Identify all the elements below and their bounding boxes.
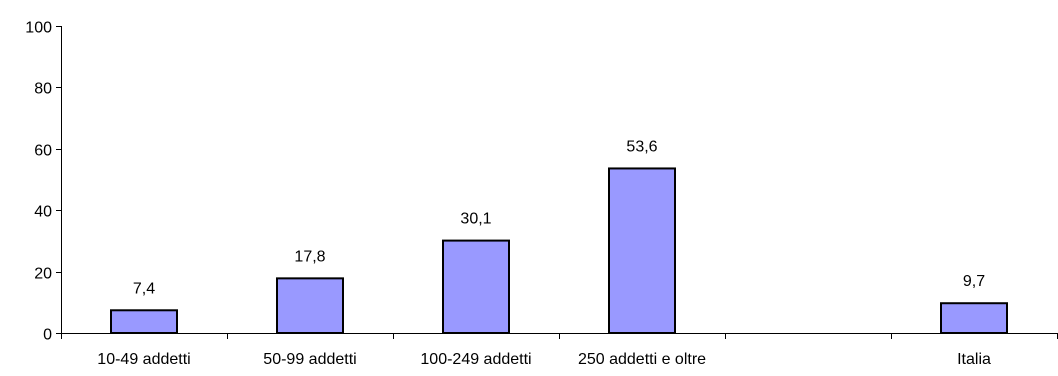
bar-value-label: 30,1 [460, 211, 491, 228]
x-category-label: 250 addetti e oltre [578, 351, 706, 368]
x-category-label: 50-99 addetti [263, 351, 356, 368]
y-axis: 0 20 40 60 80 100 [25, 20, 62, 344]
bars [110, 167, 1008, 335]
bar-value-label: 9,7 [963, 273, 985, 290]
bar-value-label: 7,4 [133, 280, 155, 297]
bar-value-label: 53,6 [626, 138, 657, 155]
y-tick-label: 20 [34, 266, 52, 283]
bar [608, 167, 676, 334]
y-tick-label: 40 [34, 204, 52, 221]
y-tick-label: 100 [25, 20, 52, 37]
x-category-label: 100-249 addetti [420, 351, 531, 368]
bar-value-label: 17,8 [294, 248, 325, 265]
bar [940, 302, 1008, 335]
bar [276, 277, 344, 335]
bar [442, 239, 510, 334]
x-category-label: 10-49 addetti [97, 351, 190, 368]
data-labels: 7,4 17,8 30,1 53,6 9,7 [133, 138, 985, 297]
y-tick-label: 80 [34, 81, 52, 98]
x-axis: 10-49 addetti 50-99 addetti 100-249 addett… [61, 333, 1058, 368]
y-tick-label: 60 [34, 143, 52, 160]
x-category-label: Italia [957, 351, 991, 368]
bar [110, 309, 178, 335]
y-tick-label: 0 [43, 327, 52, 344]
